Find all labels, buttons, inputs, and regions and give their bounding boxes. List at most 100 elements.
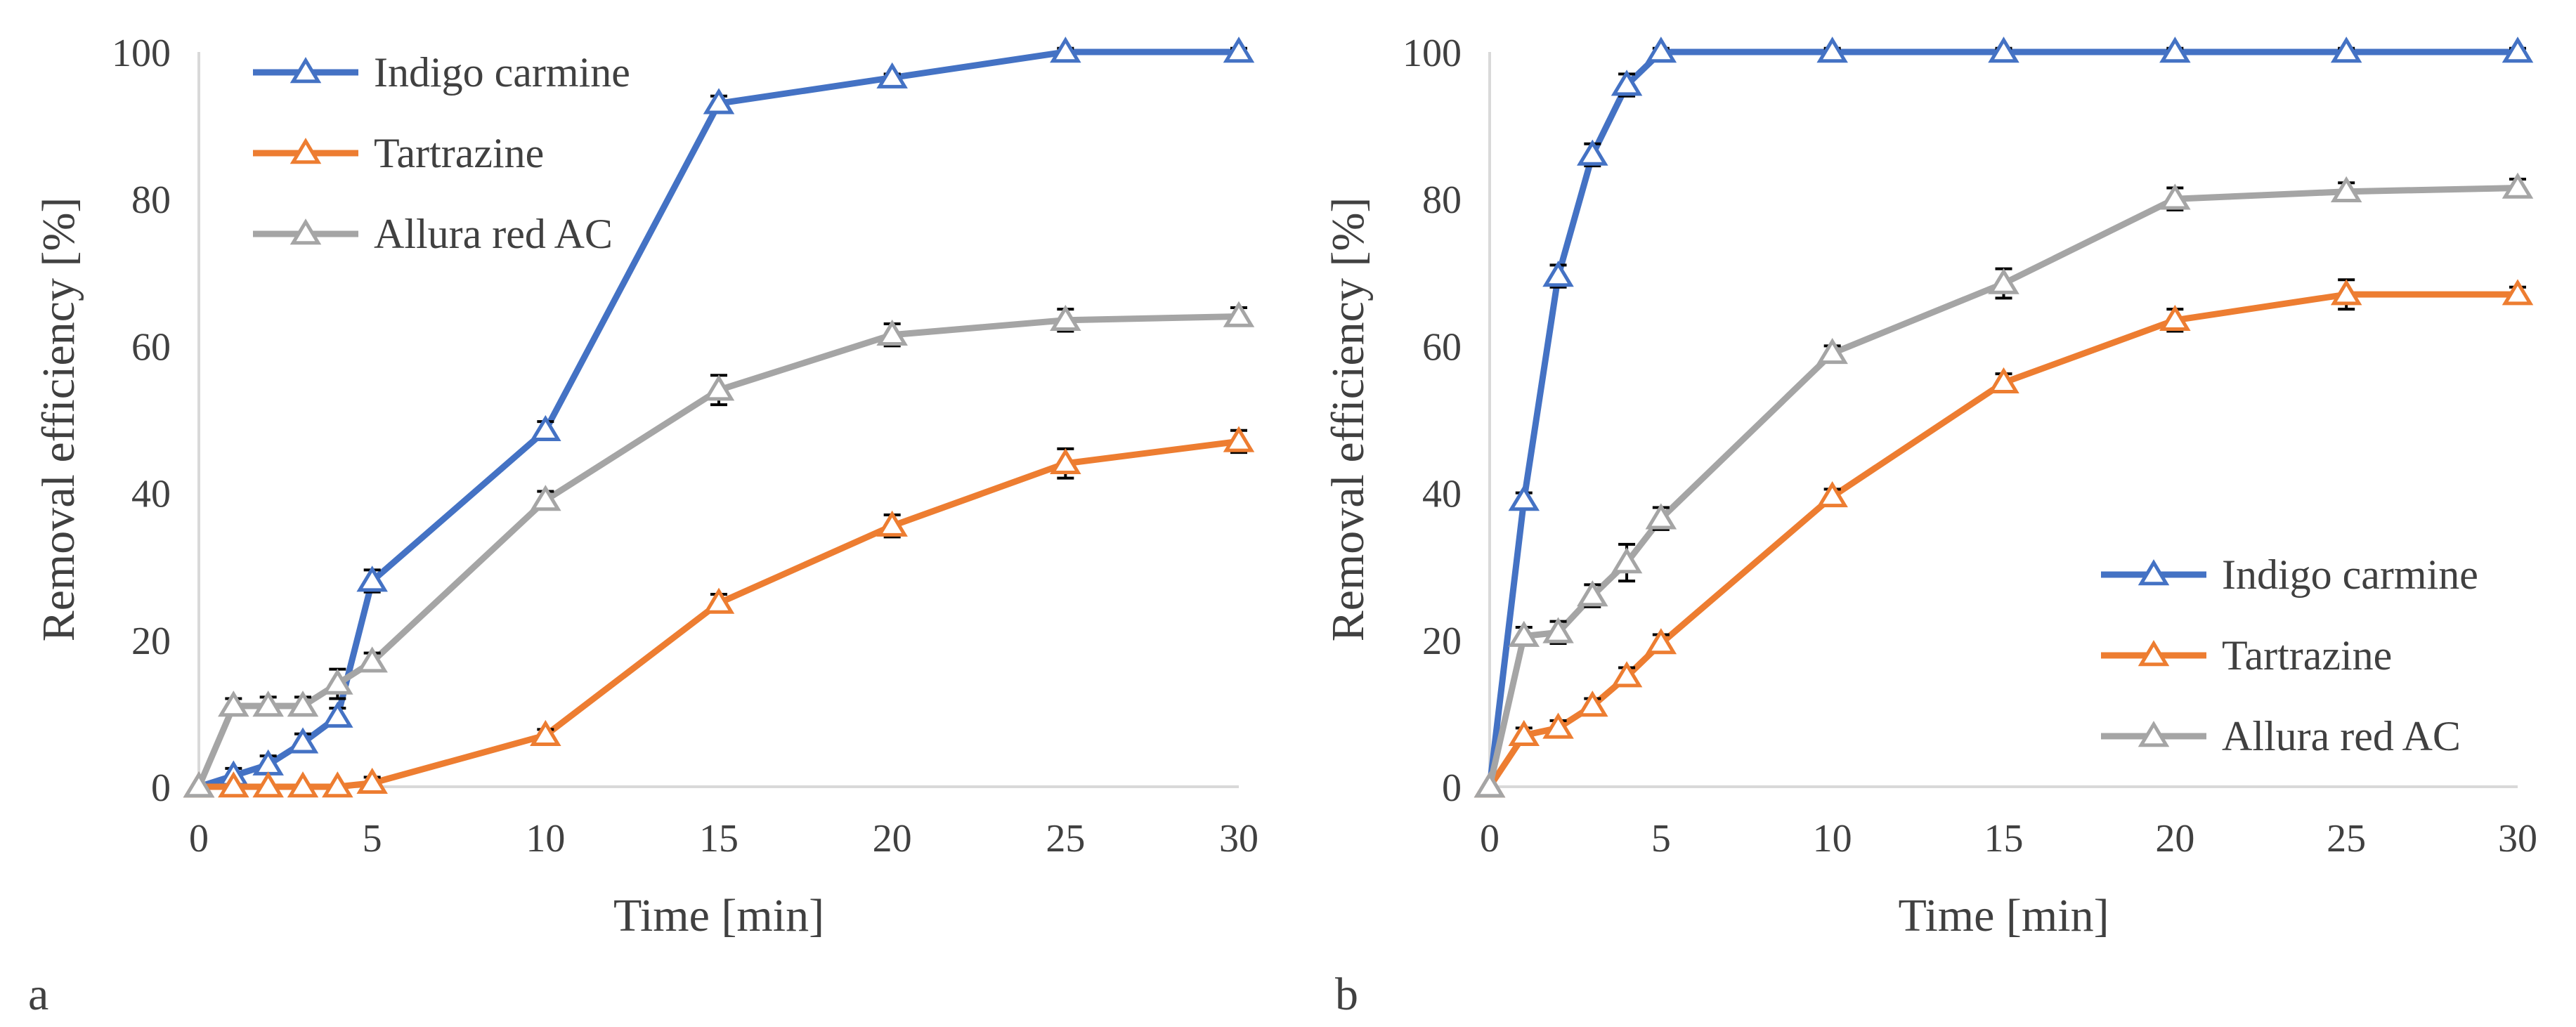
x-tick-label: 30 [2498, 817, 2537, 861]
y-tick-label: 20 [131, 620, 171, 663]
panel-label-b: b [1335, 969, 1358, 1020]
x-tick-label: 25 [1046, 817, 1085, 861]
y-tick-label: 40 [131, 473, 171, 516]
data-point-indigo-carmine [2330, 37, 2362, 63]
data-point-tartrazine [322, 771, 353, 798]
data-point-allura-red-ac [1474, 771, 1506, 798]
legend-marker-tartrazine [2138, 640, 2170, 667]
legend-marker-indigo-carmine [2138, 559, 2170, 586]
data-point-tartrazine [1816, 480, 1848, 508]
x-tick-label: 25 [2327, 817, 2366, 861]
data-point-allura-red-ac [1816, 338, 1848, 365]
data-point-indigo-carmine [1988, 37, 2019, 63]
data-point-indigo-carmine [1508, 485, 1540, 511]
data-point-allura-red-ac [356, 646, 388, 673]
data-point-allura-red-ac [1542, 617, 1574, 643]
data-point-tartrazine [876, 510, 908, 537]
data-point-allura-red-ac [2330, 176, 2362, 202]
data-point-indigo-carmine [703, 88, 735, 115]
data-point-indigo-carmine [1816, 37, 1848, 63]
data-point-tartrazine [1577, 691, 1608, 717]
data-point-indigo-carmine [287, 727, 319, 754]
data-point-allura-red-ac [1577, 580, 1608, 607]
x-tick-label: 5 [363, 817, 382, 861]
data-point-indigo-carmine [1645, 37, 1677, 63]
data-point-allura-red-ac [876, 319, 908, 346]
legend: Indigo carmine Tartrazine Allura red AC [253, 49, 630, 257]
data-point-tartrazine [287, 771, 319, 798]
data-point-tartrazine [1050, 447, 1081, 475]
legend-label-tartrazine: Tartrazine [374, 130, 544, 176]
legend-label-tartrazine: Tartrazine [2222, 632, 2392, 679]
data-point-allura-red-ac [1611, 547, 1643, 574]
data-point-tartrazine [1542, 712, 1574, 739]
data-point-tartrazine [2502, 279, 2534, 306]
data-point-tartrazine [218, 771, 249, 798]
data-point-indigo-carmine [1611, 70, 1643, 96]
data-point-indigo-carmine [356, 565, 388, 592]
legend-label-indigo-carmine: Indigo carmine [2222, 551, 2478, 598]
y-tick-label: 80 [131, 178, 171, 222]
y-tick-label: 20 [1422, 620, 1462, 663]
series-indigo-carmine [183, 37, 1255, 798]
data-point-allura-red-ac [1988, 268, 2019, 294]
x-tick-label: 10 [1813, 817, 1852, 861]
data-point-allura-red-ac [1050, 304, 1081, 332]
data-point-allura-red-ac [530, 485, 561, 511]
y-tick-label: 60 [131, 325, 171, 369]
data-point-tartrazine [2159, 304, 2191, 332]
y-tick-label: 100 [112, 32, 171, 75]
data-point-allura-red-ac [703, 374, 735, 401]
data-point-allura-red-ac [1645, 503, 1677, 530]
data-point-allura-red-ac [2159, 183, 2191, 210]
data-point-allura-red-ac [287, 691, 319, 717]
y-tick-label: 80 [1422, 178, 1462, 222]
y-tick-label: 40 [1422, 473, 1462, 516]
x-tick-label: 0 [1480, 817, 1500, 861]
legend-label-indigo-carmine: Indigo carmine [374, 49, 630, 96]
data-point-tartrazine [1508, 719, 1540, 747]
x-tick-label: 15 [1984, 817, 2024, 861]
data-point-tartrazine [1611, 661, 1643, 688]
data-point-allura-red-ac [1508, 620, 1540, 647]
data-point-tartrazine [1223, 426, 1255, 452]
data-point-indigo-carmine [1223, 37, 1255, 63]
data-point-tartrazine [530, 719, 561, 747]
data-point-indigo-carmine [322, 701, 353, 728]
y-axis-title: Removal efficiency [%] [1322, 197, 1374, 642]
data-point-allura-red-ac [322, 668, 353, 695]
series-indigo-carmine [1474, 37, 2534, 798]
legend-marker-indigo-carmine [290, 57, 322, 84]
x-axis-title: Time [min] [1898, 890, 2109, 941]
chart-panel-b: 0 20 40 60 80 100 0 5 10 15 20 25 30 Time [min] Remova… [1322, 32, 2537, 941]
legend-marker-allura-red-ac [290, 218, 322, 245]
x-tick-label: 0 [189, 817, 209, 861]
data-point-tartrazine [1645, 628, 1677, 655]
data-point-tartrazine [1988, 367, 2019, 393]
x-axis-title: Time [min] [613, 890, 824, 941]
x-tick-label: 30 [1219, 817, 1258, 861]
data-point-allura-red-ac [218, 691, 249, 717]
data-point-indigo-carmine [1542, 261, 1574, 287]
data-point-allura-red-ac [1223, 301, 1255, 327]
y-axis-title: Removal efficiency [%] [33, 197, 84, 642]
data-point-allura-red-ac [2502, 172, 2534, 199]
data-point-indigo-carmine [2159, 37, 2191, 63]
legend-marker-tartrazine [290, 138, 322, 164]
legend-marker-allura-red-ac [2138, 721, 2170, 747]
x-tick-label: 20 [2155, 817, 2194, 861]
data-point-tartrazine [703, 587, 735, 614]
data-point-tartrazine [2330, 279, 2362, 306]
data-point-allura-red-ac [183, 771, 215, 798]
data-point-indigo-carmine [2502, 37, 2534, 63]
panel-label-a: a [28, 969, 48, 1020]
series-tartrazine [1474, 278, 2534, 798]
y-tick-label: 100 [1403, 32, 1462, 75]
data-point-allura-red-ac [252, 691, 284, 717]
data-point-tartrazine [252, 771, 284, 798]
y-tick-label: 0 [151, 766, 171, 810]
x-tick-label: 10 [526, 817, 565, 861]
data-point-indigo-carmine [1577, 139, 1608, 166]
data-point-indigo-carmine [876, 62, 908, 89]
